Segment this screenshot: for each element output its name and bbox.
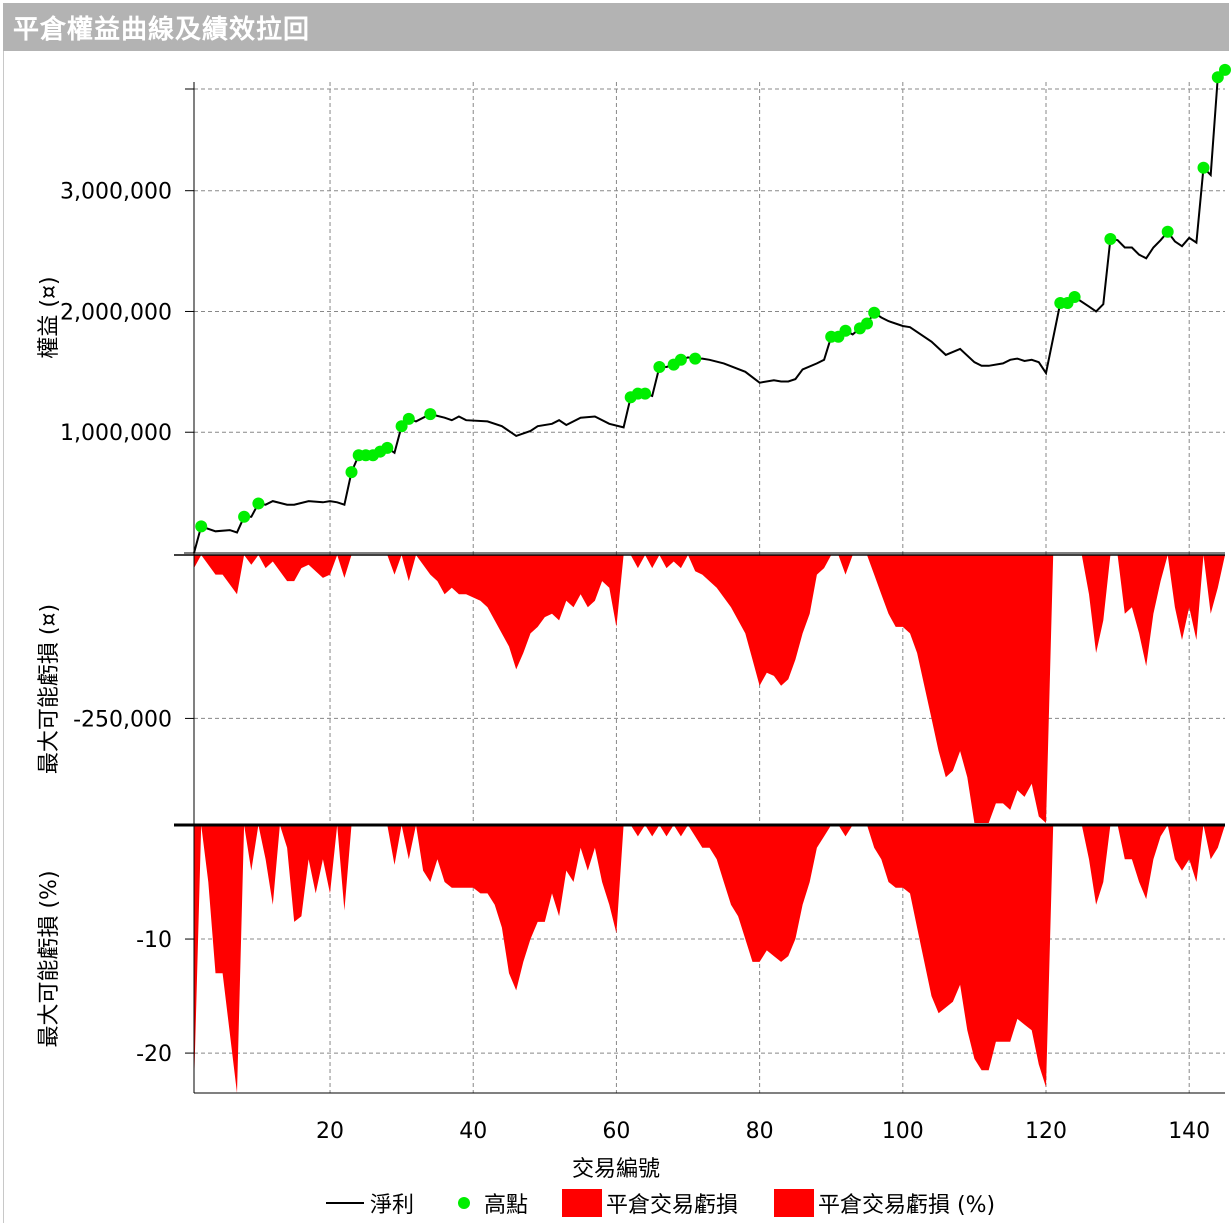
peak-point [1161, 225, 1174, 238]
legend-item-loss: 平倉交易虧損 [562, 1186, 738, 1220]
window-title-bar: 平倉權益曲線及績效拉回 [3, 3, 1229, 51]
y-tick-label: -250,000 [73, 707, 172, 732]
peak-point [402, 412, 415, 425]
legend-item-loss-pct: 平倉交易虧損 (%) [774, 1186, 995, 1220]
y-tick-label: -20 [136, 1042, 172, 1067]
chart-frame [3, 51, 1230, 1223]
y-axis-label: 權益 (¤) [37, 276, 62, 358]
x-tick-label: 100 [882, 1119, 924, 1144]
y-axis-label: 最大可能虧損 (%) [37, 870, 62, 1047]
x-tick-label: 140 [1168, 1119, 1210, 1144]
x-tick-label: 120 [1025, 1119, 1067, 1144]
legend-label: 平倉交易虧損 (%) [818, 1193, 996, 1218]
x-tick-label: 20 [316, 1119, 344, 1144]
chart-legend: 淨利 高點 平倉交易虧損 平倉交易虧損 (%) [0, 1186, 1232, 1220]
legend-box-swatch [562, 1189, 602, 1217]
peak-point [1197, 161, 1210, 174]
y-tick-label: 3,000,000 [60, 180, 172, 205]
peak-point [653, 361, 666, 373]
peak-point [252, 497, 265, 510]
peak-point [1104, 233, 1117, 245]
peak-point [424, 408, 437, 421]
peak-point [1211, 71, 1224, 84]
legend-label: 淨利 [370, 1193, 415, 1218]
peak-point [868, 306, 881, 319]
x-tick-label: 80 [746, 1119, 774, 1144]
peak-point [395, 420, 408, 433]
legend-box-swatch [774, 1189, 814, 1217]
legend-label: 平倉交易虧損 [606, 1193, 739, 1218]
drawdown-area [194, 825, 1225, 1093]
peak-point [689, 352, 702, 365]
x-tick-label: 60 [602, 1119, 630, 1144]
y-tick-label: 1,000,000 [60, 421, 172, 446]
peak-point [345, 466, 358, 479]
x-tick-label: 40 [459, 1119, 487, 1144]
y-tick-label: 2,000,000 [60, 300, 172, 325]
peak-point [674, 353, 687, 366]
peak-point [639, 387, 652, 400]
equity-drawdown-chart: 1,000,000 2,000,000 3,000,000 權益 (¤) -250,00… [37, 63, 1231, 1182]
window-title: 平倉權益曲線及績效拉回 [13, 15, 311, 45]
peak-point [381, 441, 394, 454]
x-axis-label: 交易編號 [572, 1157, 660, 1182]
legend-item-net-profit: 淨利 [326, 1186, 414, 1220]
peak-point [195, 520, 208, 533]
peak-point [238, 510, 251, 523]
legend-dot-swatch [458, 1197, 470, 1209]
peak-point [861, 317, 873, 330]
peak-point [1219, 63, 1231, 76]
peak-point [839, 324, 852, 337]
drawdown-area [194, 555, 1225, 823]
y-tick-label: -10 [136, 928, 172, 953]
legend-item-peak: 高點 [446, 1186, 528, 1220]
legend-line-swatch [326, 1202, 364, 1204]
y-axis-label: 最大可能虧損 (¤) [37, 604, 62, 774]
legend-label: 高點 [484, 1193, 529, 1218]
peak-point [1068, 291, 1081, 303]
